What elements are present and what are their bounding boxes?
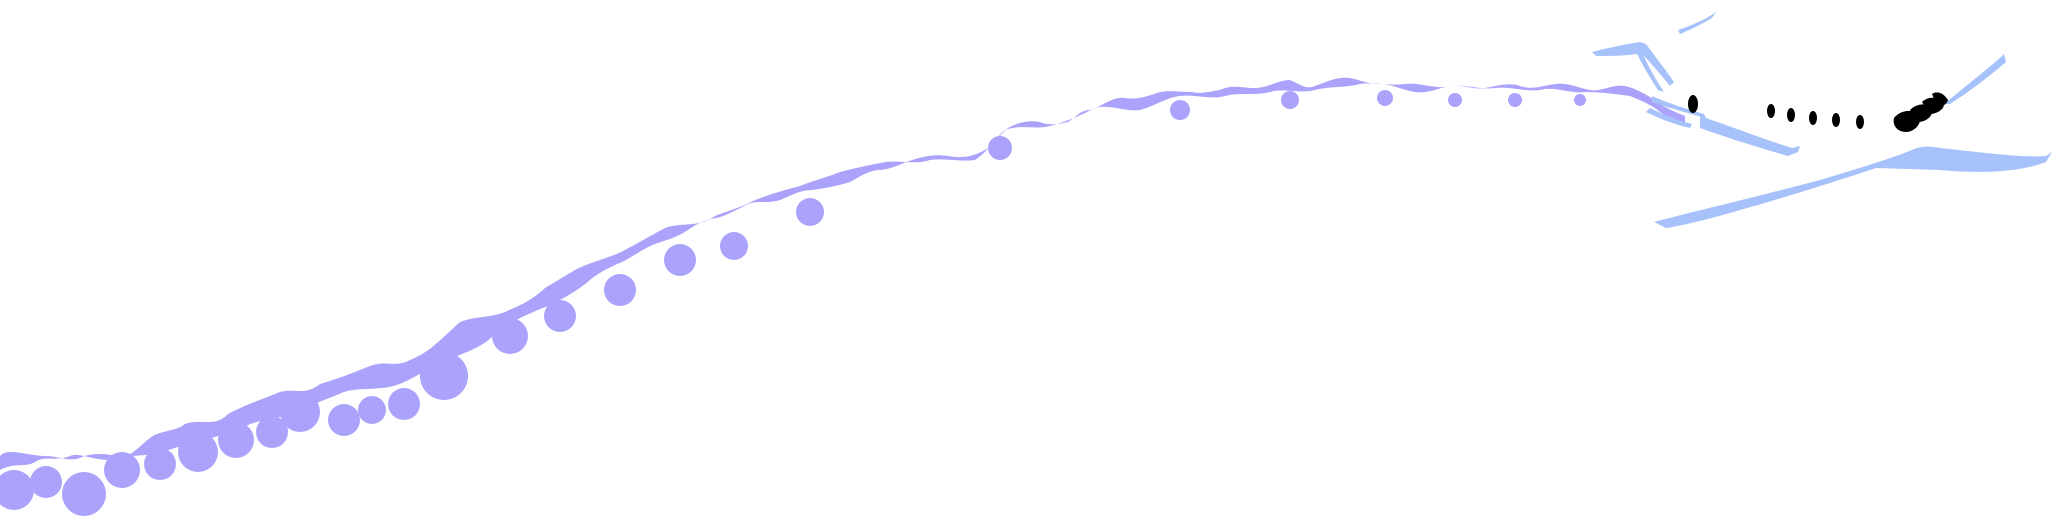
contrail-puff [1377,90,1393,106]
tail-fin-upper-stroke [1678,12,1716,34]
window [1856,115,1864,129]
contrail-body [0,77,1685,471]
tail-fin-leading-edge [1636,52,1664,92]
contrail-puff [1281,91,1299,109]
contrail-puff [358,396,386,424]
contrail-puff [104,452,140,488]
contrail-puff [144,448,176,480]
nose-stroke [1944,54,2006,104]
contrail-puff [178,432,218,472]
contrail-puff [492,318,528,354]
contrail-puff [62,472,106,516]
contrail-puff [1170,100,1190,120]
window [1832,113,1840,127]
window [1787,108,1795,122]
contrail-puff [280,392,320,432]
window [1809,111,1817,125]
main-wing [1654,146,2052,228]
contrail-cloud [0,77,1685,516]
contrail-puff [796,198,824,226]
contrail-puff [388,388,420,420]
contrail-puff [420,352,468,400]
contrail-puff [988,136,1012,160]
contrail-puff [720,232,748,260]
contrail-puff [544,300,576,332]
window [1688,95,1698,113]
fuselage-underside [1700,116,1800,156]
contrail-puff [1448,93,1462,107]
cockpit-window [1893,110,1921,132]
contrail-puff [328,404,360,436]
contrail-puff [664,244,696,276]
tail-fin [1592,42,1674,86]
contrail-puff [256,416,288,448]
fuselage-tail-cone [1646,108,1692,128]
contrail-puff [0,470,34,510]
window [1767,104,1775,118]
contrail-puff [30,466,62,498]
contrail-puff [604,274,636,306]
airplane-icon [1592,12,2052,228]
cockpit-window [1932,92,1948,107]
contrail-puff [1508,93,1522,107]
contrail-puff [1574,94,1586,106]
contrail-puff [218,422,254,458]
